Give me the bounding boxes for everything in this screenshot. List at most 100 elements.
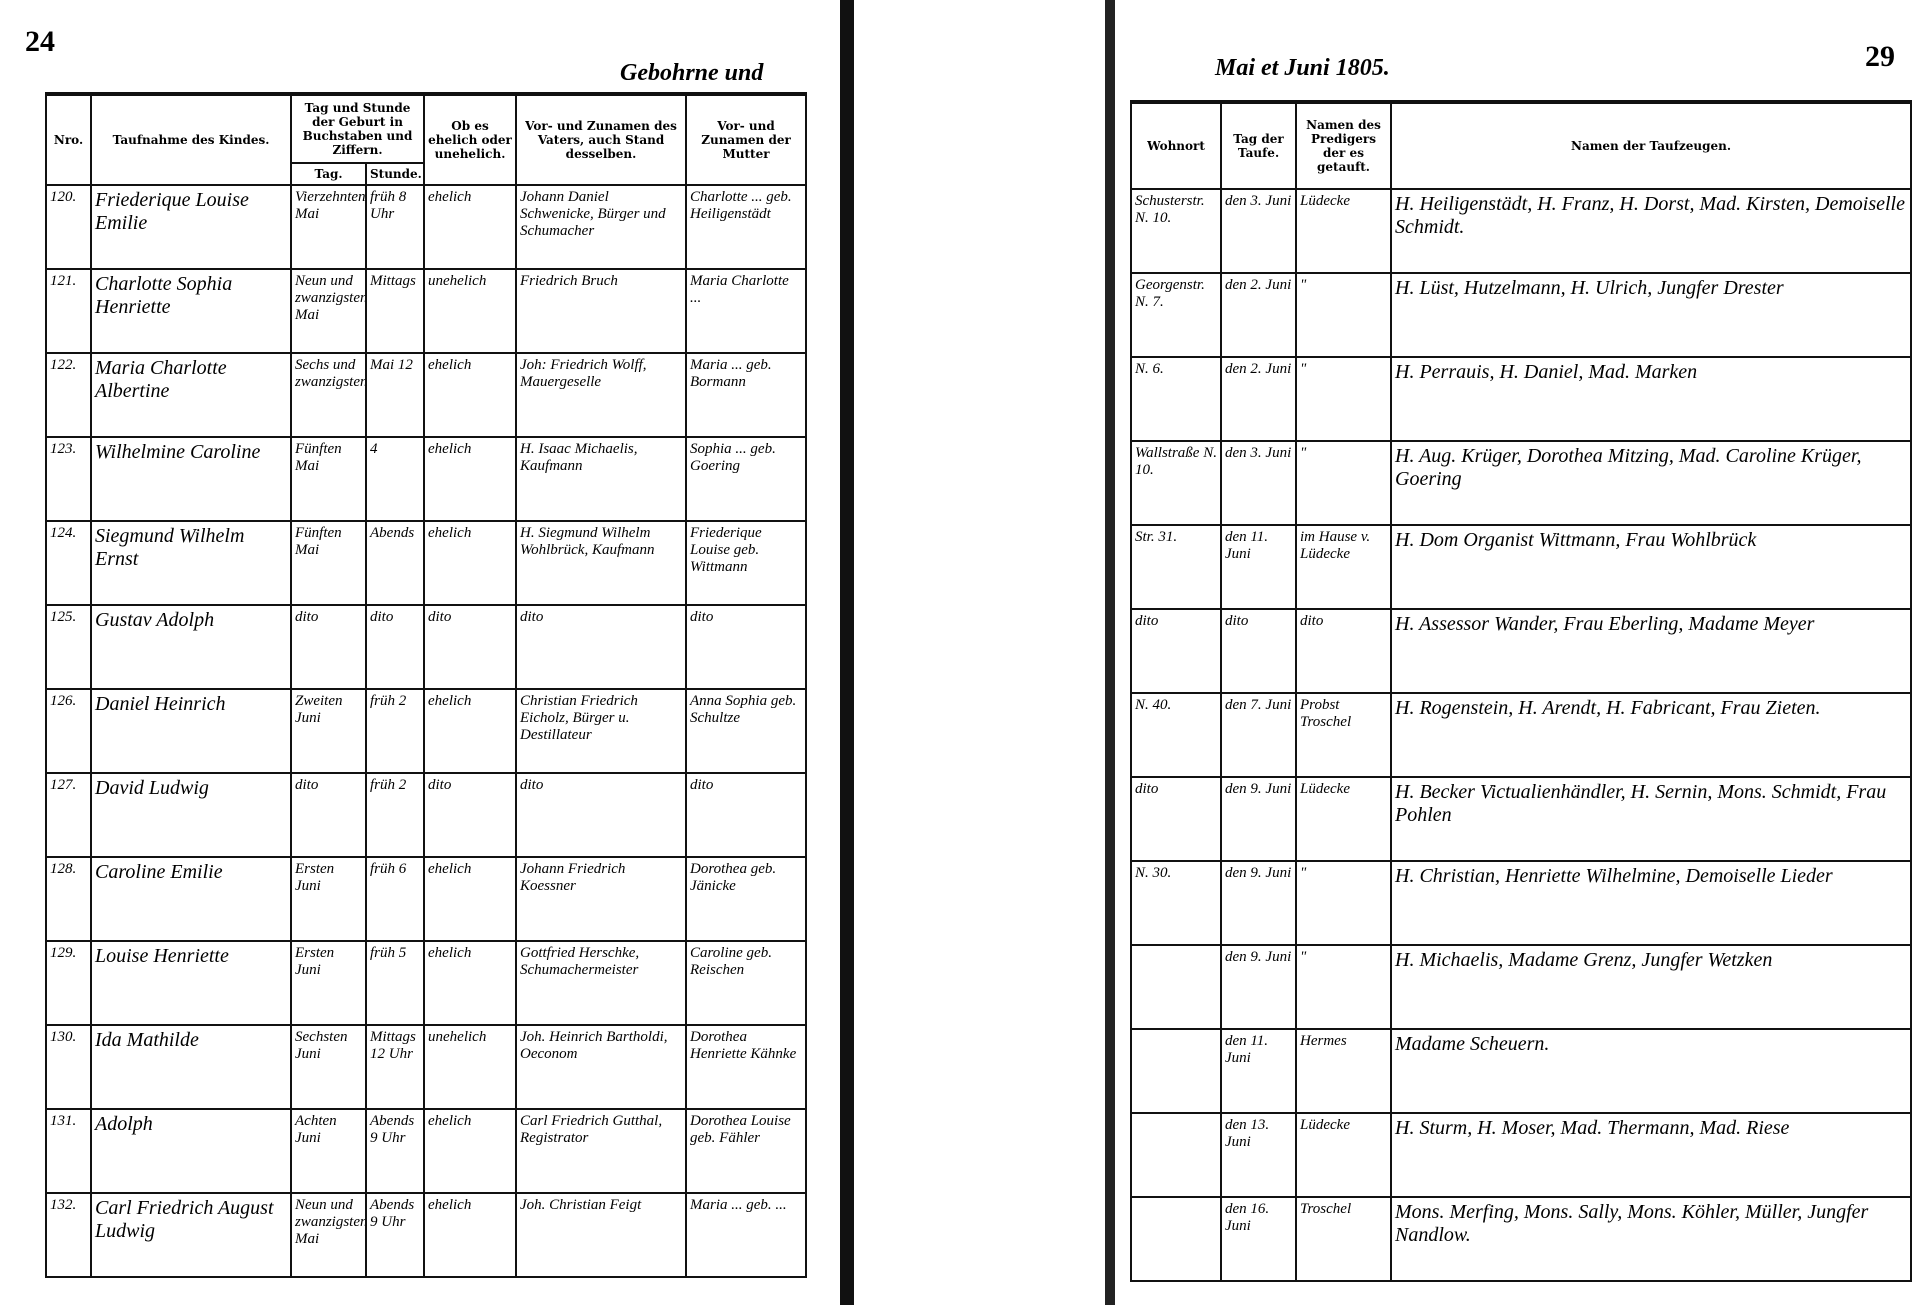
cell: H. Heiligenstädt, H. Franz, H. Dorst, Ma… xyxy=(1390,188,1912,274)
register-row: dito den 9. Juni Lüdecke H. Becker Victuali… xyxy=(1130,776,1912,862)
cell: dito xyxy=(1220,608,1297,694)
cell: Sophia ... geb. Goering xyxy=(685,436,808,522)
cell: dito xyxy=(515,772,688,858)
cell: 121. xyxy=(45,268,92,354)
register-row: 128. Caroline Emilie Ersten Juni früh 6 ehel… xyxy=(45,856,808,942)
cell: 132. xyxy=(45,1192,92,1278)
cell: den 11. Juni xyxy=(1220,1028,1297,1114)
page-heading: Gebohrne und xyxy=(620,60,764,86)
register-row: 132. Carl Friedrich August Ludwig Neun und… xyxy=(45,1192,808,1278)
cell: Sechsten Juni xyxy=(290,1024,367,1110)
column-header: Ob es ehelich oder unehelich. xyxy=(423,93,518,186)
cell: dito xyxy=(685,604,808,690)
cell: Ersten Juni xyxy=(290,856,367,942)
cell: 128. xyxy=(45,856,92,942)
cell: Joh. Heinrich Bartholdi, Oeconom xyxy=(515,1024,688,1110)
cell: H. Aug. Krüger, Dorothea Mitzing, Mad. C… xyxy=(1390,440,1912,526)
register-row: 123. Wilhelmine Caroline Fünften Mai 4 eheli… xyxy=(45,436,808,522)
cell: den 3. Juni xyxy=(1220,188,1297,274)
cell: 129. xyxy=(45,940,92,1026)
cell: H. Sturm, H. Moser, Mad. Thermann, Mad. … xyxy=(1390,1112,1912,1198)
cell: Gottfried Herschke, Schumachermeister xyxy=(515,940,688,1026)
cell: Wallstraße N. 10. xyxy=(1130,440,1222,526)
cell: Maria ... geb. ... xyxy=(685,1192,808,1278)
cell: den 2. Juni xyxy=(1220,272,1297,358)
cell: 126. xyxy=(45,688,92,774)
cell: " xyxy=(1295,860,1392,946)
cell: Adolph xyxy=(90,1108,292,1194)
cell: Fünften Mai xyxy=(290,436,367,522)
cell: den 9. Juni xyxy=(1220,944,1297,1030)
page-number: 24 xyxy=(25,25,55,58)
register-table: Nro. Taufnahme des Kindes. Tag und Stunde … xyxy=(45,92,808,1278)
cell: Maria ... geb. Bormann xyxy=(685,352,808,438)
register-row: N. 6. den 2. Juni " H. Perrauis, H. Daniel,… xyxy=(1130,356,1912,442)
cell: Probst Troschel xyxy=(1295,692,1392,778)
register-row: Str. 31. den 11. Juni im Hause v. Lüdecke H… xyxy=(1130,524,1912,610)
cell: früh 6 xyxy=(364,856,426,942)
cell: Dorothea Louise geb. Fähler xyxy=(685,1108,808,1194)
cell: Ida Mathilde xyxy=(90,1024,292,1110)
column-header: Taufnahme des Kindes. xyxy=(90,93,292,186)
column-header: Wohnort xyxy=(1130,101,1222,190)
cell: Charlotte ... geb. Heiligenstädt xyxy=(685,184,808,270)
register-row: den 16. Juni Troschel Mons. Merfing, Mons.… xyxy=(1130,1196,1912,1282)
cell: Siegmund Wilhelm Ernst xyxy=(90,520,292,606)
cell: Friederique Louise geb. Wittmann xyxy=(685,520,808,606)
cell: H. Becker Victualienhändler, H. Sernin, … xyxy=(1390,776,1912,862)
cell: Wilhelmine Caroline xyxy=(90,436,292,522)
table-body: Schusterstr. N. 10. den 3. Juni Lüdecke H. … xyxy=(1130,188,1912,1282)
cell: Vierzehnten Mai xyxy=(290,184,367,270)
register-row: 125. Gustav Adolph dito dito dito dito dito xyxy=(45,604,808,690)
column-header: Vor- und Zunamen des Vaters, auch Stand … xyxy=(515,93,688,186)
cell: Charlotte Sophia Henriette xyxy=(90,268,292,354)
cell: " xyxy=(1295,944,1392,1030)
column-header: Tag und Stunde der Geburt in Buchstaben … xyxy=(289,93,426,164)
cell: früh 5 xyxy=(364,940,426,1026)
sub-header: Tag. xyxy=(290,162,367,186)
table-body: 120. Friederique Louise Emilie Vierzehnten… xyxy=(45,184,808,1278)
register-row: N. 40. den 7. Juni Probst Troschel H. Rogen… xyxy=(1130,692,1912,778)
cell: ehelich xyxy=(423,940,518,1026)
cell: unehelich xyxy=(423,1024,518,1110)
cell: 124. xyxy=(45,520,92,606)
cell: den 9. Juni xyxy=(1220,776,1297,862)
register-row: 122. Maria Charlotte Albertine Sechs und z… xyxy=(45,352,808,438)
cell: Str. 31. xyxy=(1130,524,1222,610)
cell: dito xyxy=(364,604,426,690)
cell: den 11. Juni xyxy=(1220,524,1297,610)
cell: Louise Henriette xyxy=(90,940,292,1026)
register-row: Schusterstr. N. 10. den 3. Juni Lüdecke H. … xyxy=(1130,188,1912,274)
header-row: Tag. Stunde. xyxy=(46,162,806,186)
cell: N. 6. xyxy=(1130,356,1222,442)
cell: Abends xyxy=(364,520,426,606)
sub-header: Stunde. xyxy=(364,162,426,186)
cell: Madame Scheuern. xyxy=(1390,1028,1912,1114)
column-header: Nro. xyxy=(45,93,92,186)
cell: dito xyxy=(290,604,367,690)
column-header: Namen des Predigers der es getauft. xyxy=(1295,101,1392,190)
cell: Daniel Heinrich xyxy=(90,688,292,774)
cell: Achten Juni xyxy=(290,1108,367,1194)
header-row: Wohnort Tag der Taufe. Namen des Predigers… xyxy=(1130,101,1912,190)
cell: Lüdecke xyxy=(1295,776,1392,862)
cell: Lüdecke xyxy=(1295,188,1392,274)
cell: H. Siegmund Wilhelm Wohlbrück, Kaufmann xyxy=(515,520,688,606)
cell: David Ludwig xyxy=(90,772,292,858)
register-table: Wohnort Tag der Taufe. Namen des Predigers… xyxy=(1130,100,1912,1282)
column-header: Namen der Taufzeugen. xyxy=(1390,101,1912,190)
cell: H. Isaac Michaelis, Kaufmann xyxy=(515,436,688,522)
register-row: 124. Siegmund Wilhelm Ernst Fünften Mai Abe… xyxy=(45,520,808,606)
register-row: 129. Louise Henriette Ersten Juni früh 5 ehe… xyxy=(45,940,808,1026)
cell: Christian Friedrich Eicholz, Bürger u. D… xyxy=(515,688,688,774)
cell: ehelich xyxy=(423,1108,518,1194)
register-row: 130. Ida Mathilde Sechsten Juni Mittags 12 … xyxy=(45,1024,808,1110)
cell xyxy=(1130,1028,1222,1114)
table-header: Wohnort Tag der Taufe. Namen des Predigers… xyxy=(1130,101,1912,190)
cell: dito xyxy=(290,772,367,858)
cell: den 16. Juni xyxy=(1220,1196,1297,1282)
register-row: den 13. Juni Lüdecke H. Sturm, H. Moser, M… xyxy=(1130,1112,1912,1198)
cell: 127. xyxy=(45,772,92,858)
cell: " xyxy=(1295,356,1392,442)
cell: ehelich xyxy=(423,1192,518,1278)
